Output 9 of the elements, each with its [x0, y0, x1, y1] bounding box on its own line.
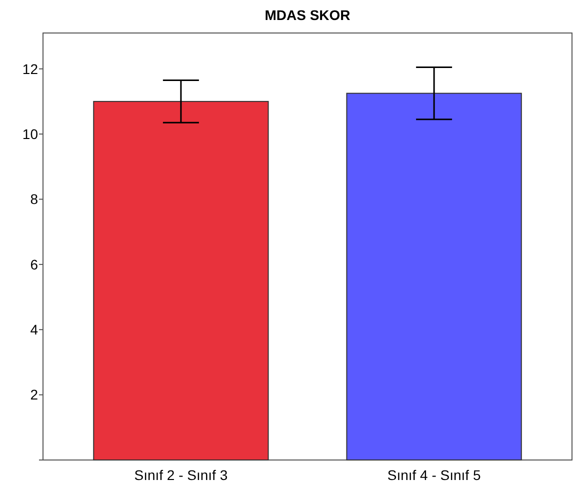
y-tick-label: 4 [30, 322, 38, 338]
x-tick-label: Sınıf 2 - Sınıf 3 [134, 467, 228, 483]
y-tick-label: 10 [22, 126, 38, 142]
chart-title: MDAS SKOR [264, 7, 350, 23]
y-tick-label: 12 [22, 60, 38, 77]
y-tick-label: 2 [30, 386, 38, 403]
x-tick-label: Sınıf 4 - Sınıf 5 [387, 467, 481, 483]
y-tick-label: 6 [30, 256, 38, 272]
y-tick-label: 8 [30, 191, 38, 208]
